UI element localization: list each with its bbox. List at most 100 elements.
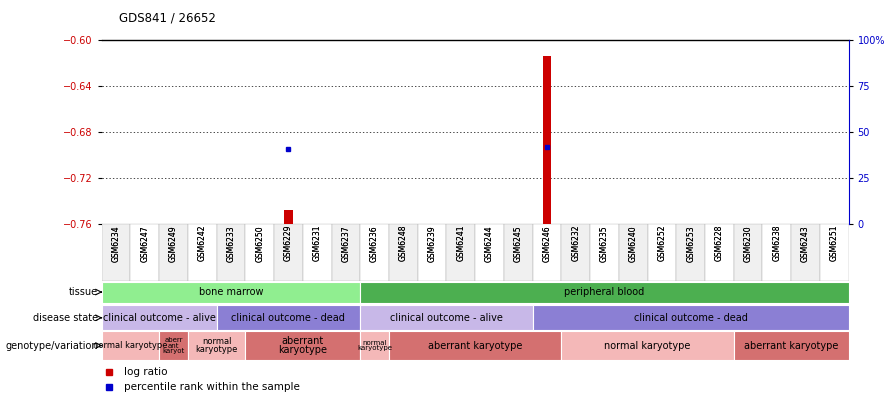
Text: peripheral blood: peripheral blood	[564, 287, 644, 297]
Text: GSM6229: GSM6229	[284, 225, 293, 261]
Text: GSM6229: GSM6229	[284, 225, 293, 261]
Text: GSM6231: GSM6231	[313, 225, 322, 261]
Bar	[476, 224, 504, 281]
Bar	[820, 224, 849, 281]
Text: genotype/variation: genotype/variation	[5, 341, 98, 350]
Bar	[763, 224, 791, 281]
Text: clinical outcome - dead: clinical outcome - dead	[634, 313, 748, 323]
Bar	[418, 224, 446, 281]
Text: GSM6232: GSM6232	[571, 225, 580, 261]
Text: GSM6251: GSM6251	[830, 225, 839, 261]
Text: log ratio: log ratio	[124, 367, 168, 377]
Text: GSM6232: GSM6232	[571, 225, 580, 261]
Bar	[561, 331, 734, 360]
Text: GSM6251: GSM6251	[830, 225, 839, 261]
Text: GSM6245: GSM6245	[514, 225, 522, 261]
Text: GSM6240: GSM6240	[629, 225, 637, 261]
Text: GSM6235: GSM6235	[600, 225, 609, 261]
Text: GSM6230: GSM6230	[743, 225, 752, 261]
Text: GSM6243: GSM6243	[801, 225, 810, 261]
Bar	[102, 282, 361, 303]
Text: GSM6242: GSM6242	[198, 225, 207, 261]
Text: GSM6239: GSM6239	[428, 225, 437, 261]
Bar	[648, 224, 676, 281]
Text: disease state: disease state	[33, 313, 98, 323]
Bar	[543, 56, 552, 224]
Bar	[102, 305, 217, 330]
Text: normal karyotype: normal karyotype	[605, 341, 690, 350]
Bar	[504, 224, 533, 281]
Text: GSM6253: GSM6253	[686, 225, 695, 261]
Bar	[532, 224, 561, 281]
Text: normal
karyotype: normal karyotype	[357, 340, 392, 351]
Bar	[131, 224, 159, 281]
Bar	[274, 224, 303, 281]
Bar	[734, 224, 763, 281]
Text: GSM6237: GSM6237	[341, 225, 350, 261]
Text: tissue: tissue	[69, 287, 98, 297]
Bar	[188, 331, 246, 360]
Text: GSM6238: GSM6238	[773, 225, 781, 261]
Bar	[284, 210, 293, 224]
Text: GSM6235: GSM6235	[600, 225, 609, 261]
Bar	[102, 331, 159, 360]
Text: GSM6236: GSM6236	[370, 225, 379, 261]
Text: GSM6250: GSM6250	[255, 225, 264, 261]
Text: GSM6248: GSM6248	[399, 225, 408, 261]
Text: clinical outcome - alive: clinical outcome - alive	[103, 313, 216, 323]
Text: GSM6245: GSM6245	[514, 225, 522, 261]
Text: percentile rank within the sample: percentile rank within the sample	[124, 382, 300, 392]
Text: GSM6247: GSM6247	[141, 225, 149, 261]
Text: aberrant karyotype: aberrant karyotype	[744, 341, 838, 350]
Text: GSM6234: GSM6234	[111, 225, 120, 261]
Text: GSM6252: GSM6252	[658, 225, 667, 261]
Bar	[561, 224, 591, 281]
Text: GSM6252: GSM6252	[658, 225, 667, 261]
Bar	[188, 224, 217, 281]
Text: normal karyotype: normal karyotype	[93, 341, 168, 350]
Text: clinical outcome - alive: clinical outcome - alive	[390, 313, 503, 323]
Bar	[332, 224, 361, 281]
Text: GSM6243: GSM6243	[801, 225, 810, 261]
Text: GSM6233: GSM6233	[226, 225, 235, 261]
Bar	[446, 224, 476, 281]
Text: GSM6248: GSM6248	[399, 225, 408, 261]
Bar	[217, 224, 246, 281]
Bar	[705, 224, 734, 281]
Text: aberrant
karyotype: aberrant karyotype	[278, 336, 327, 355]
Text: GDS841 / 26652: GDS841 / 26652	[119, 12, 217, 25]
Bar	[246, 224, 274, 281]
Bar	[532, 305, 849, 330]
Text: GSM6234: GSM6234	[111, 225, 120, 261]
Text: GSM6250: GSM6250	[255, 225, 264, 261]
Bar	[217, 305, 361, 330]
Text: GSM6228: GSM6228	[715, 225, 724, 261]
Bar	[389, 224, 418, 281]
Bar	[734, 331, 849, 360]
Text: GSM6249: GSM6249	[169, 225, 178, 261]
Bar	[361, 331, 389, 360]
Text: normal
karyotype: normal karyotype	[195, 337, 238, 354]
Text: GSM6246: GSM6246	[543, 225, 552, 261]
Bar	[361, 224, 389, 281]
Bar	[676, 224, 705, 281]
Bar	[102, 224, 131, 281]
Bar	[159, 224, 188, 281]
Text: aberr
ant
karyot: aberr ant karyot	[163, 337, 185, 354]
Text: GSM6242: GSM6242	[198, 225, 207, 261]
Text: GSM6247: GSM6247	[141, 225, 149, 261]
Bar	[389, 331, 561, 360]
Text: GSM6228: GSM6228	[715, 225, 724, 261]
Text: aberrant karyotype: aberrant karyotype	[428, 341, 522, 350]
Bar	[619, 224, 648, 281]
Bar	[361, 282, 849, 303]
Text: GSM6246: GSM6246	[543, 225, 552, 261]
Text: GSM6253: GSM6253	[686, 225, 695, 261]
Text: GSM6244: GSM6244	[485, 225, 494, 261]
Text: GSM6237: GSM6237	[341, 225, 350, 261]
Text: clinical outcome - dead: clinical outcome - dead	[232, 313, 346, 323]
Bar	[246, 331, 361, 360]
Text: bone marrow: bone marrow	[199, 287, 263, 297]
Text: GSM6230: GSM6230	[743, 225, 752, 261]
Bar	[159, 331, 188, 360]
